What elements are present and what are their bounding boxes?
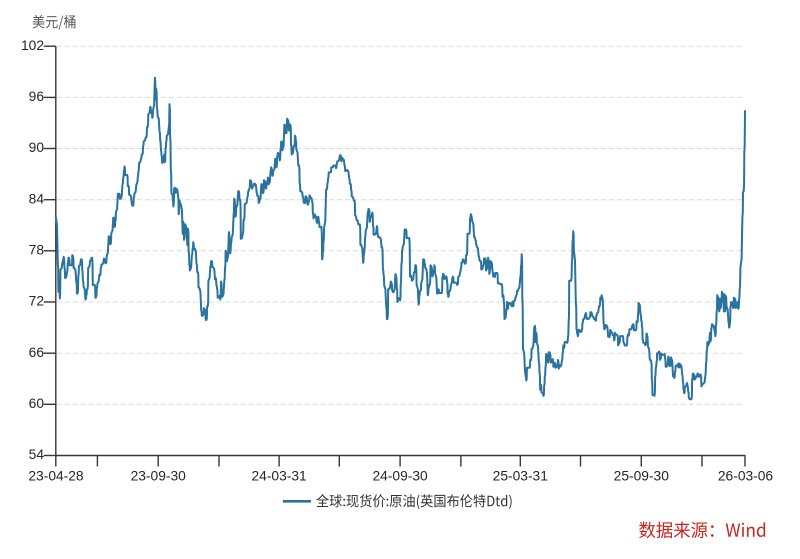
svg-text:25-09-30: 25-09-30 xyxy=(614,468,670,483)
svg-text:72: 72 xyxy=(29,294,44,309)
svg-text:84: 84 xyxy=(29,191,45,206)
svg-text:23-04-28: 23-04-28 xyxy=(28,468,84,483)
svg-text:25-03-31: 25-03-31 xyxy=(493,468,548,483)
svg-text:23-09-30: 23-09-30 xyxy=(131,468,187,483)
svg-text:54: 54 xyxy=(29,447,45,462)
svg-text:90: 90 xyxy=(29,140,45,155)
svg-text:24-09-30: 24-09-30 xyxy=(372,468,428,483)
svg-text:96: 96 xyxy=(29,89,45,104)
svg-text:60: 60 xyxy=(29,396,45,411)
svg-text:78: 78 xyxy=(29,243,45,258)
svg-text:26-03-06: 26-03-06 xyxy=(718,468,774,483)
svg-text:24-03-31: 24-03-31 xyxy=(251,468,306,483)
svg-text:102: 102 xyxy=(21,38,44,53)
svg-text:66: 66 xyxy=(29,345,45,360)
